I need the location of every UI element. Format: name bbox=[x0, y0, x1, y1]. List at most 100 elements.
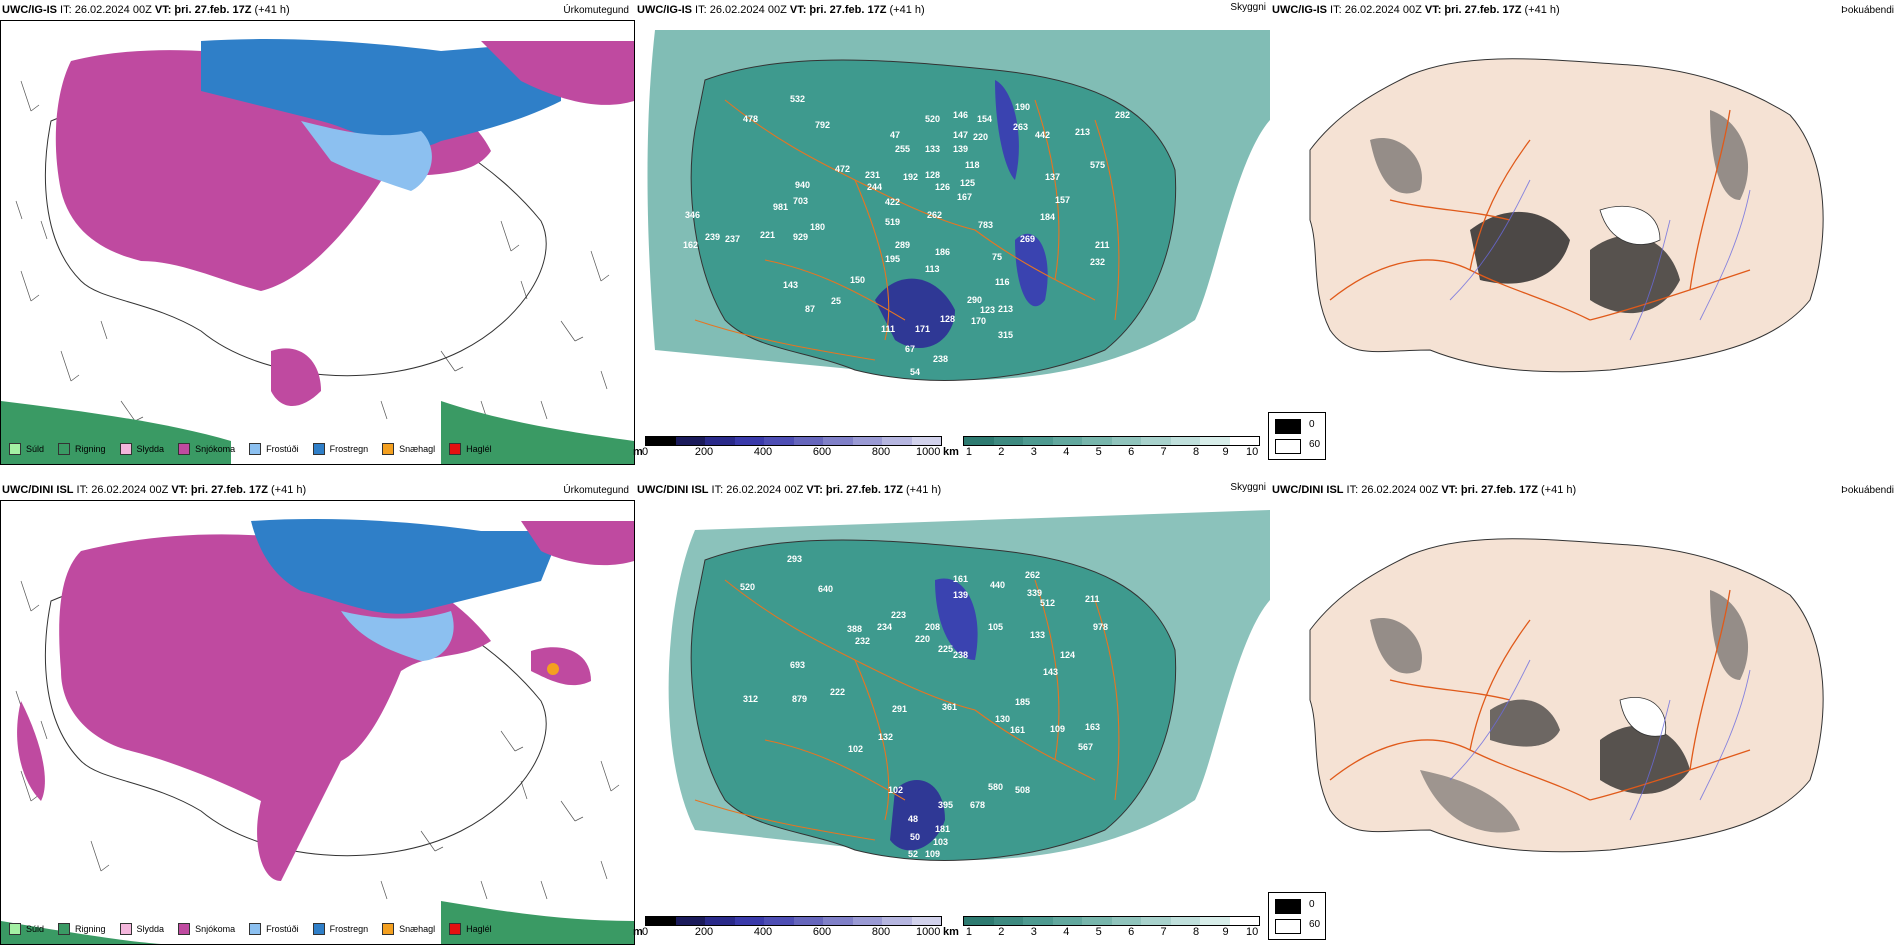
legend-item-sald: Súld bbox=[9, 443, 44, 455]
svg-text:171: 171 bbox=[915, 324, 930, 334]
visibility-map-svg[interactable]: 532 478 792 47 520 146 154 190 263 442 213 282 2… bbox=[635, 20, 1270, 430]
panel-title: UWC/DINI ISL IT: 26.02.2024 00Z VT: þri.… bbox=[637, 484, 942, 496]
svg-text:87: 87 bbox=[805, 304, 815, 314]
svg-text:143: 143 bbox=[783, 280, 798, 290]
svg-text:105: 105 bbox=[988, 622, 1003, 632]
precip-map[interactable]: Súld Rigning Slydda Snjókoma Frostúði Fr… bbox=[0, 20, 635, 465]
svg-text:192: 192 bbox=[903, 172, 918, 182]
svg-text:312: 312 bbox=[743, 694, 758, 704]
svg-text:208: 208 bbox=[925, 622, 940, 632]
svg-text:220: 220 bbox=[973, 132, 988, 142]
svg-text:263: 263 bbox=[1013, 122, 1028, 132]
svg-text:237: 237 bbox=[725, 234, 740, 244]
svg-text:180: 180 bbox=[810, 222, 825, 232]
svg-text:244: 244 bbox=[867, 182, 882, 192]
panel-label: Skyggni bbox=[1230, 482, 1266, 493]
svg-text:238: 238 bbox=[933, 354, 948, 364]
svg-text:118: 118 bbox=[965, 160, 980, 170]
legend-item-snjokoma: Snjókoma bbox=[178, 923, 235, 935]
svg-text:143: 143 bbox=[1043, 667, 1058, 677]
legend-item-slydda: Slydda bbox=[119, 923, 164, 935]
panel-label: Skyggni bbox=[1230, 2, 1266, 13]
svg-text:255: 255 bbox=[895, 144, 910, 154]
svg-text:132: 132 bbox=[878, 732, 893, 742]
svg-text:262: 262 bbox=[1025, 570, 1040, 580]
svg-text:978: 978 bbox=[1093, 622, 1108, 632]
precip-type-panel: Súld Rigning Slydda Snjókoma Frostúði Fr… bbox=[0, 0, 635, 470]
svg-text:126: 126 bbox=[935, 182, 950, 192]
svg-text:50: 50 bbox=[910, 832, 920, 842]
svg-text:388: 388 bbox=[847, 624, 862, 634]
svg-text:102: 102 bbox=[888, 785, 903, 795]
svg-text:195: 195 bbox=[885, 254, 900, 264]
legend-item-haglel: Haglél bbox=[449, 923, 492, 935]
svg-text:221: 221 bbox=[760, 230, 775, 240]
legend-item-frostudi: Frostúði bbox=[249, 923, 299, 935]
svg-text:496: 496 bbox=[927, 380, 942, 390]
precip-map-svg bbox=[1, 519, 634, 944]
svg-text:36: 36 bbox=[908, 382, 918, 392]
svg-text:783: 783 bbox=[978, 220, 993, 230]
legend-item-frostregn: Frostregn bbox=[312, 923, 368, 935]
svg-text:186: 186 bbox=[935, 247, 950, 257]
fog-indicator-panel: UWC/IG-IS IT: 26.02.2024 00Z VT: þri. 27… bbox=[1268, 0, 1900, 470]
svg-text:478: 478 bbox=[743, 114, 758, 124]
legend-item-haglel: Haglél bbox=[449, 443, 492, 455]
svg-text:116: 116 bbox=[995, 277, 1010, 287]
precip-map[interactable]: Súld Rigning Slydda Snjókoma Frostúði Fr… bbox=[0, 500, 635, 945]
svg-text:361: 361 bbox=[942, 702, 957, 712]
visibility-scale-km: 1 2 3 4 5 6 7 8 9 10 km bbox=[943, 916, 1270, 938]
svg-text:580: 580 bbox=[988, 782, 1003, 792]
svg-text:792: 792 bbox=[815, 120, 830, 130]
svg-text:109: 109 bbox=[1050, 724, 1065, 734]
svg-text:133: 133 bbox=[1030, 630, 1045, 640]
svg-text:472: 472 bbox=[835, 164, 850, 174]
svg-text:146: 146 bbox=[953, 110, 968, 120]
panel-title: UWC/IG-IS IT: 26.02.2024 00Z VT: þri. 27… bbox=[637, 4, 925, 16]
svg-text:291: 291 bbox=[892, 704, 907, 714]
svg-text:567: 567 bbox=[1078, 742, 1093, 752]
wind-barbs bbox=[15, 580, 620, 900]
panel-title: UWC/DINI ISL IT: 26.02.2024 00Z VT: þri.… bbox=[1272, 484, 1577, 496]
svg-text:125: 125 bbox=[960, 178, 975, 188]
svg-text:139: 139 bbox=[953, 144, 968, 154]
legend-item-rigning: Rigning bbox=[58, 443, 106, 455]
svg-text:111: 111 bbox=[881, 324, 895, 334]
svg-text:54: 54 bbox=[910, 367, 920, 377]
svg-text:222: 222 bbox=[830, 687, 845, 697]
svg-text:128: 128 bbox=[940, 314, 955, 324]
svg-text:232: 232 bbox=[1090, 257, 1105, 267]
wind-barbs bbox=[15, 80, 610, 422]
fog-legend: 0 60 bbox=[1268, 412, 1326, 460]
svg-text:422: 422 bbox=[885, 197, 900, 207]
svg-text:213: 213 bbox=[1075, 127, 1090, 137]
svg-text:162: 162 bbox=[683, 240, 698, 250]
panel-title: UWC/IG-IS IT: 26.02.2024 00Z VT: þri. 27… bbox=[2, 4, 290, 16]
svg-text:293: 293 bbox=[787, 554, 802, 564]
svg-text:520: 520 bbox=[740, 582, 755, 592]
svg-text:211: 211 bbox=[1095, 240, 1110, 250]
fog-map-svg[interactable] bbox=[1270, 500, 1900, 920]
svg-text:879: 879 bbox=[792, 694, 807, 704]
row-ig-is: Súld Rigning Slydda Snjókoma Frostúði Fr… bbox=[0, 0, 1900, 470]
fog-map-svg[interactable] bbox=[1270, 20, 1900, 440]
svg-text:234: 234 bbox=[877, 622, 892, 632]
legend-item-slydda: Slydda bbox=[119, 443, 164, 455]
svg-text:225: 225 bbox=[938, 644, 953, 654]
svg-text:262: 262 bbox=[927, 210, 942, 220]
svg-text:339: 339 bbox=[1027, 588, 1042, 598]
svg-text:185: 185 bbox=[1015, 697, 1030, 707]
svg-text:290: 290 bbox=[967, 295, 982, 305]
svg-text:25: 25 bbox=[831, 296, 841, 306]
svg-text:440: 440 bbox=[990, 580, 1005, 590]
visibility-scale-m: 0 200 400 600 800 1000 m bbox=[633, 436, 945, 458]
svg-text:67: 67 bbox=[905, 344, 915, 354]
svg-text:75: 75 bbox=[992, 252, 1002, 262]
svg-text:640: 640 bbox=[818, 584, 833, 594]
svg-text:940: 940 bbox=[795, 180, 810, 190]
svg-text:184: 184 bbox=[1040, 212, 1055, 222]
svg-text:167: 167 bbox=[957, 192, 972, 202]
legend-item-sald: Súld bbox=[9, 923, 44, 935]
panel-title: UWC/DINI ISL IT: 26.02.2024 00Z VT: þri.… bbox=[2, 484, 307, 496]
